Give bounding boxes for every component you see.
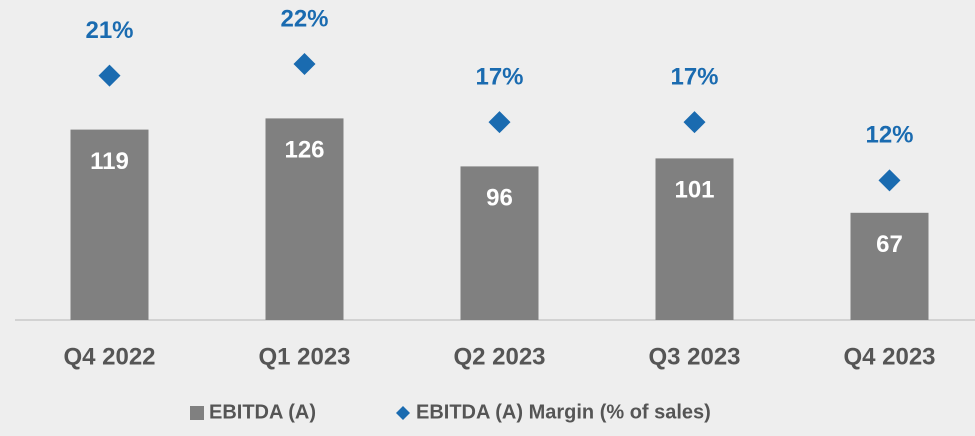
marker-value-label: 12%	[865, 122, 913, 149]
diamond-marker	[98, 64, 121, 87]
bar-value-label: 126	[284, 137, 324, 164]
marker-value-label: 17%	[475, 64, 523, 91]
marker-value-label: 21%	[85, 17, 133, 44]
x-tick-label: Q4 2022	[63, 343, 155, 370]
bar	[655, 158, 734, 320]
bar	[850, 212, 929, 320]
bar	[460, 166, 539, 320]
legend-swatch	[396, 406, 410, 420]
legend-label: EBITDA (A)	[209, 401, 316, 423]
x-tick-label: Q1 2023	[258, 343, 350, 370]
diamond-marker	[488, 111, 511, 134]
diamond-marker	[293, 53, 316, 75]
bar-value-label: 96	[486, 185, 513, 212]
legend-label: EBITDA (A) Margin (% of sales)	[416, 401, 711, 423]
x-tick-label: Q3 2023	[648, 343, 740, 370]
bar-value-label: 119	[90, 148, 129, 175]
x-tick-label: Q4 2023	[843, 343, 935, 370]
bar-value-label: 101	[674, 177, 714, 204]
marker-value-label: 17%	[670, 64, 718, 91]
legend-swatch	[190, 406, 204, 420]
bar-value-label: 67	[876, 231, 903, 258]
bar	[265, 118, 344, 321]
marker-value-label: 22%	[280, 5, 328, 32]
diamond-marker	[683, 111, 706, 134]
diamond-marker	[878, 169, 901, 192]
x-tick-label: Q2 2023	[453, 343, 545, 370]
bar	[70, 129, 149, 320]
